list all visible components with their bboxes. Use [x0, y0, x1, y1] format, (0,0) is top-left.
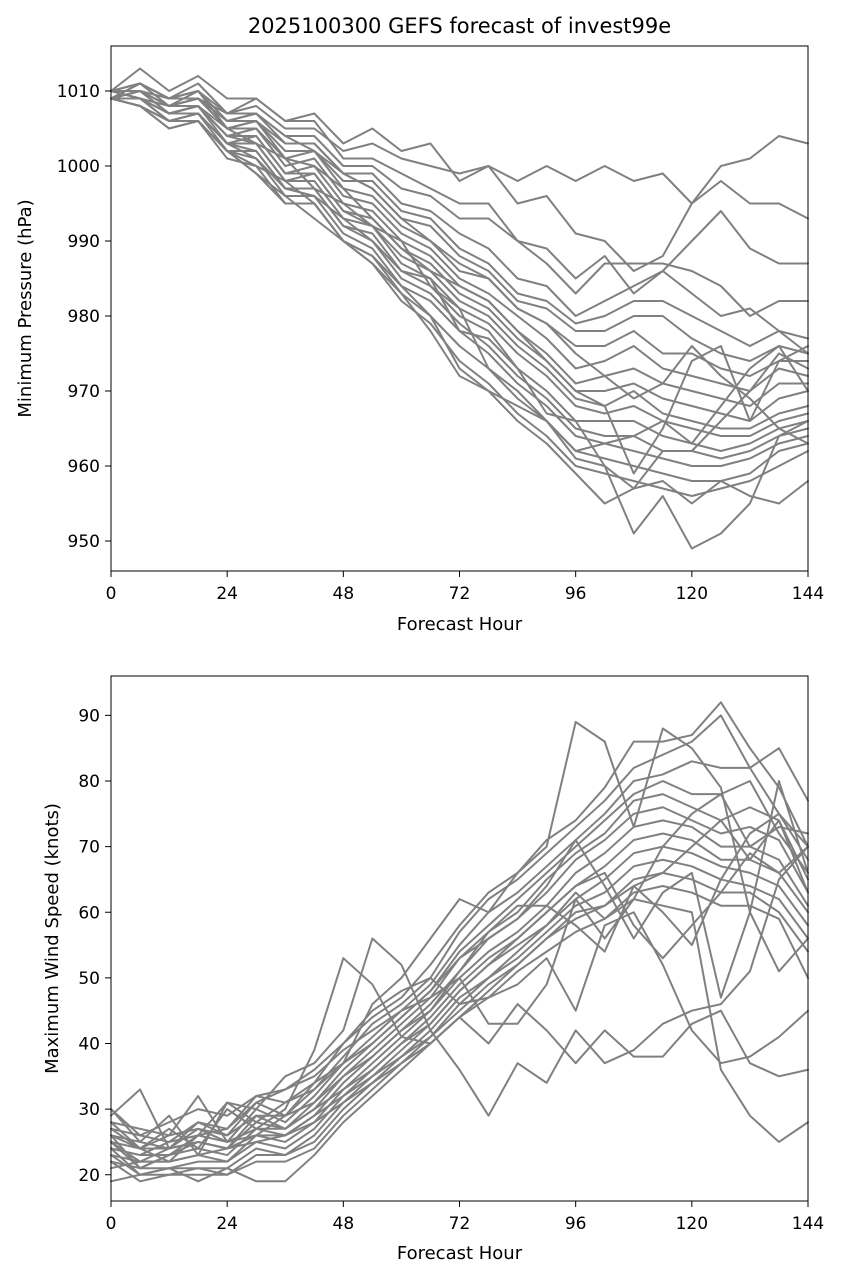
pressure-series-line-23 [110, 90, 809, 475]
wind-y-tick-label: 60 [78, 903, 100, 923]
wind-y-tick-label: 20 [78, 1166, 100, 1186]
wind-x-tick-label: 144 [792, 1214, 824, 1234]
pressure-chart: 2025100300 GEFS forecast of invest99e 0 2… [15, 14, 824, 635]
pressure-y-tick-label: 990 [68, 232, 100, 252]
wind-x-tick-label: 96 [565, 1214, 587, 1234]
wind-series-line-17 [110, 898, 809, 1143]
pressure-ticks: 0 24 48 72 96 120 144 950 960 970 980 990 1000 1010 [57, 82, 824, 604]
wind-axes-frame [110, 675, 809, 1202]
pressure-series-line-7 [110, 82, 809, 362]
pressure-y-tick-label: 960 [68, 457, 100, 477]
pressure-y-tick-label: 970 [68, 382, 100, 402]
pressure-series-group [110, 67, 809, 550]
pressure-series-line-24 [110, 82, 809, 445]
wind-y-tick-label: 30 [78, 1100, 100, 1120]
pressure-x-tick-label: 96 [565, 584, 587, 604]
pressure-y-tick-label: 1010 [57, 82, 100, 102]
wind-y-tick-label: 70 [78, 838, 100, 858]
wind-x-tick-label: 120 [676, 1214, 708, 1234]
chart-title: 2025100300 GEFS forecast of invest99e [248, 14, 671, 38]
pressure-series-line-21 [110, 90, 809, 490]
wind-x-tick-label: 0 [106, 1214, 117, 1234]
wind-x-tick-label: 24 [216, 1214, 238, 1234]
wind-x-tick-label: 48 [333, 1214, 355, 1234]
wind-ticks: 0 24 48 72 96 120 144 20 30 40 50 60 70 80 90 [78, 706, 824, 1234]
wind-y-tick-label: 90 [78, 706, 100, 726]
wind-x-tick-label: 72 [449, 1214, 471, 1234]
pressure-y-axis-label: Minimum Pressure (hPa) [15, 199, 36, 417]
pressure-axes-frame [110, 45, 809, 572]
pressure-x-tick-label: 48 [333, 584, 355, 604]
wind-y-tick-label: 50 [78, 969, 100, 989]
wind-chart: 0 24 48 72 96 120 144 20 30 40 50 60 70 80 90 Forecast… [42, 675, 824, 1264]
pressure-x-axis-label: Forecast Hour [397, 614, 523, 635]
pressure-x-tick-label: 72 [449, 584, 471, 604]
pressure-x-tick-label: 0 [106, 584, 117, 604]
wind-series-line-11 [110, 871, 809, 1183]
wind-x-axis-label: Forecast Hour [397, 1243, 523, 1264]
wind-series-line-22 [110, 819, 809, 1170]
pressure-y-tick-label: 950 [68, 532, 100, 552]
pressure-x-tick-label: 24 [216, 584, 238, 604]
pressure-y-tick-label: 980 [68, 307, 100, 327]
wind-y-axis-label: Maximum Wind Speed (knots) [42, 803, 63, 1074]
wind-series-line-19 [110, 812, 809, 1157]
pressure-series-line-20 [110, 97, 809, 550]
wind-series-line-18 [110, 780, 809, 1163]
wind-y-tick-label: 80 [78, 772, 100, 792]
pressure-series-line-17 [110, 97, 809, 482]
wind-series-line-20 [110, 845, 809, 1163]
wind-series-line-8 [110, 832, 809, 1170]
wind-series-group [110, 701, 809, 1183]
pressure-x-tick-label: 120 [676, 584, 708, 604]
pressure-y-tick-label: 1000 [57, 157, 100, 177]
pressure-series-line-12 [110, 90, 809, 430]
wind-y-tick-label: 40 [78, 1035, 100, 1055]
pressure-x-tick-label: 144 [792, 584, 824, 604]
